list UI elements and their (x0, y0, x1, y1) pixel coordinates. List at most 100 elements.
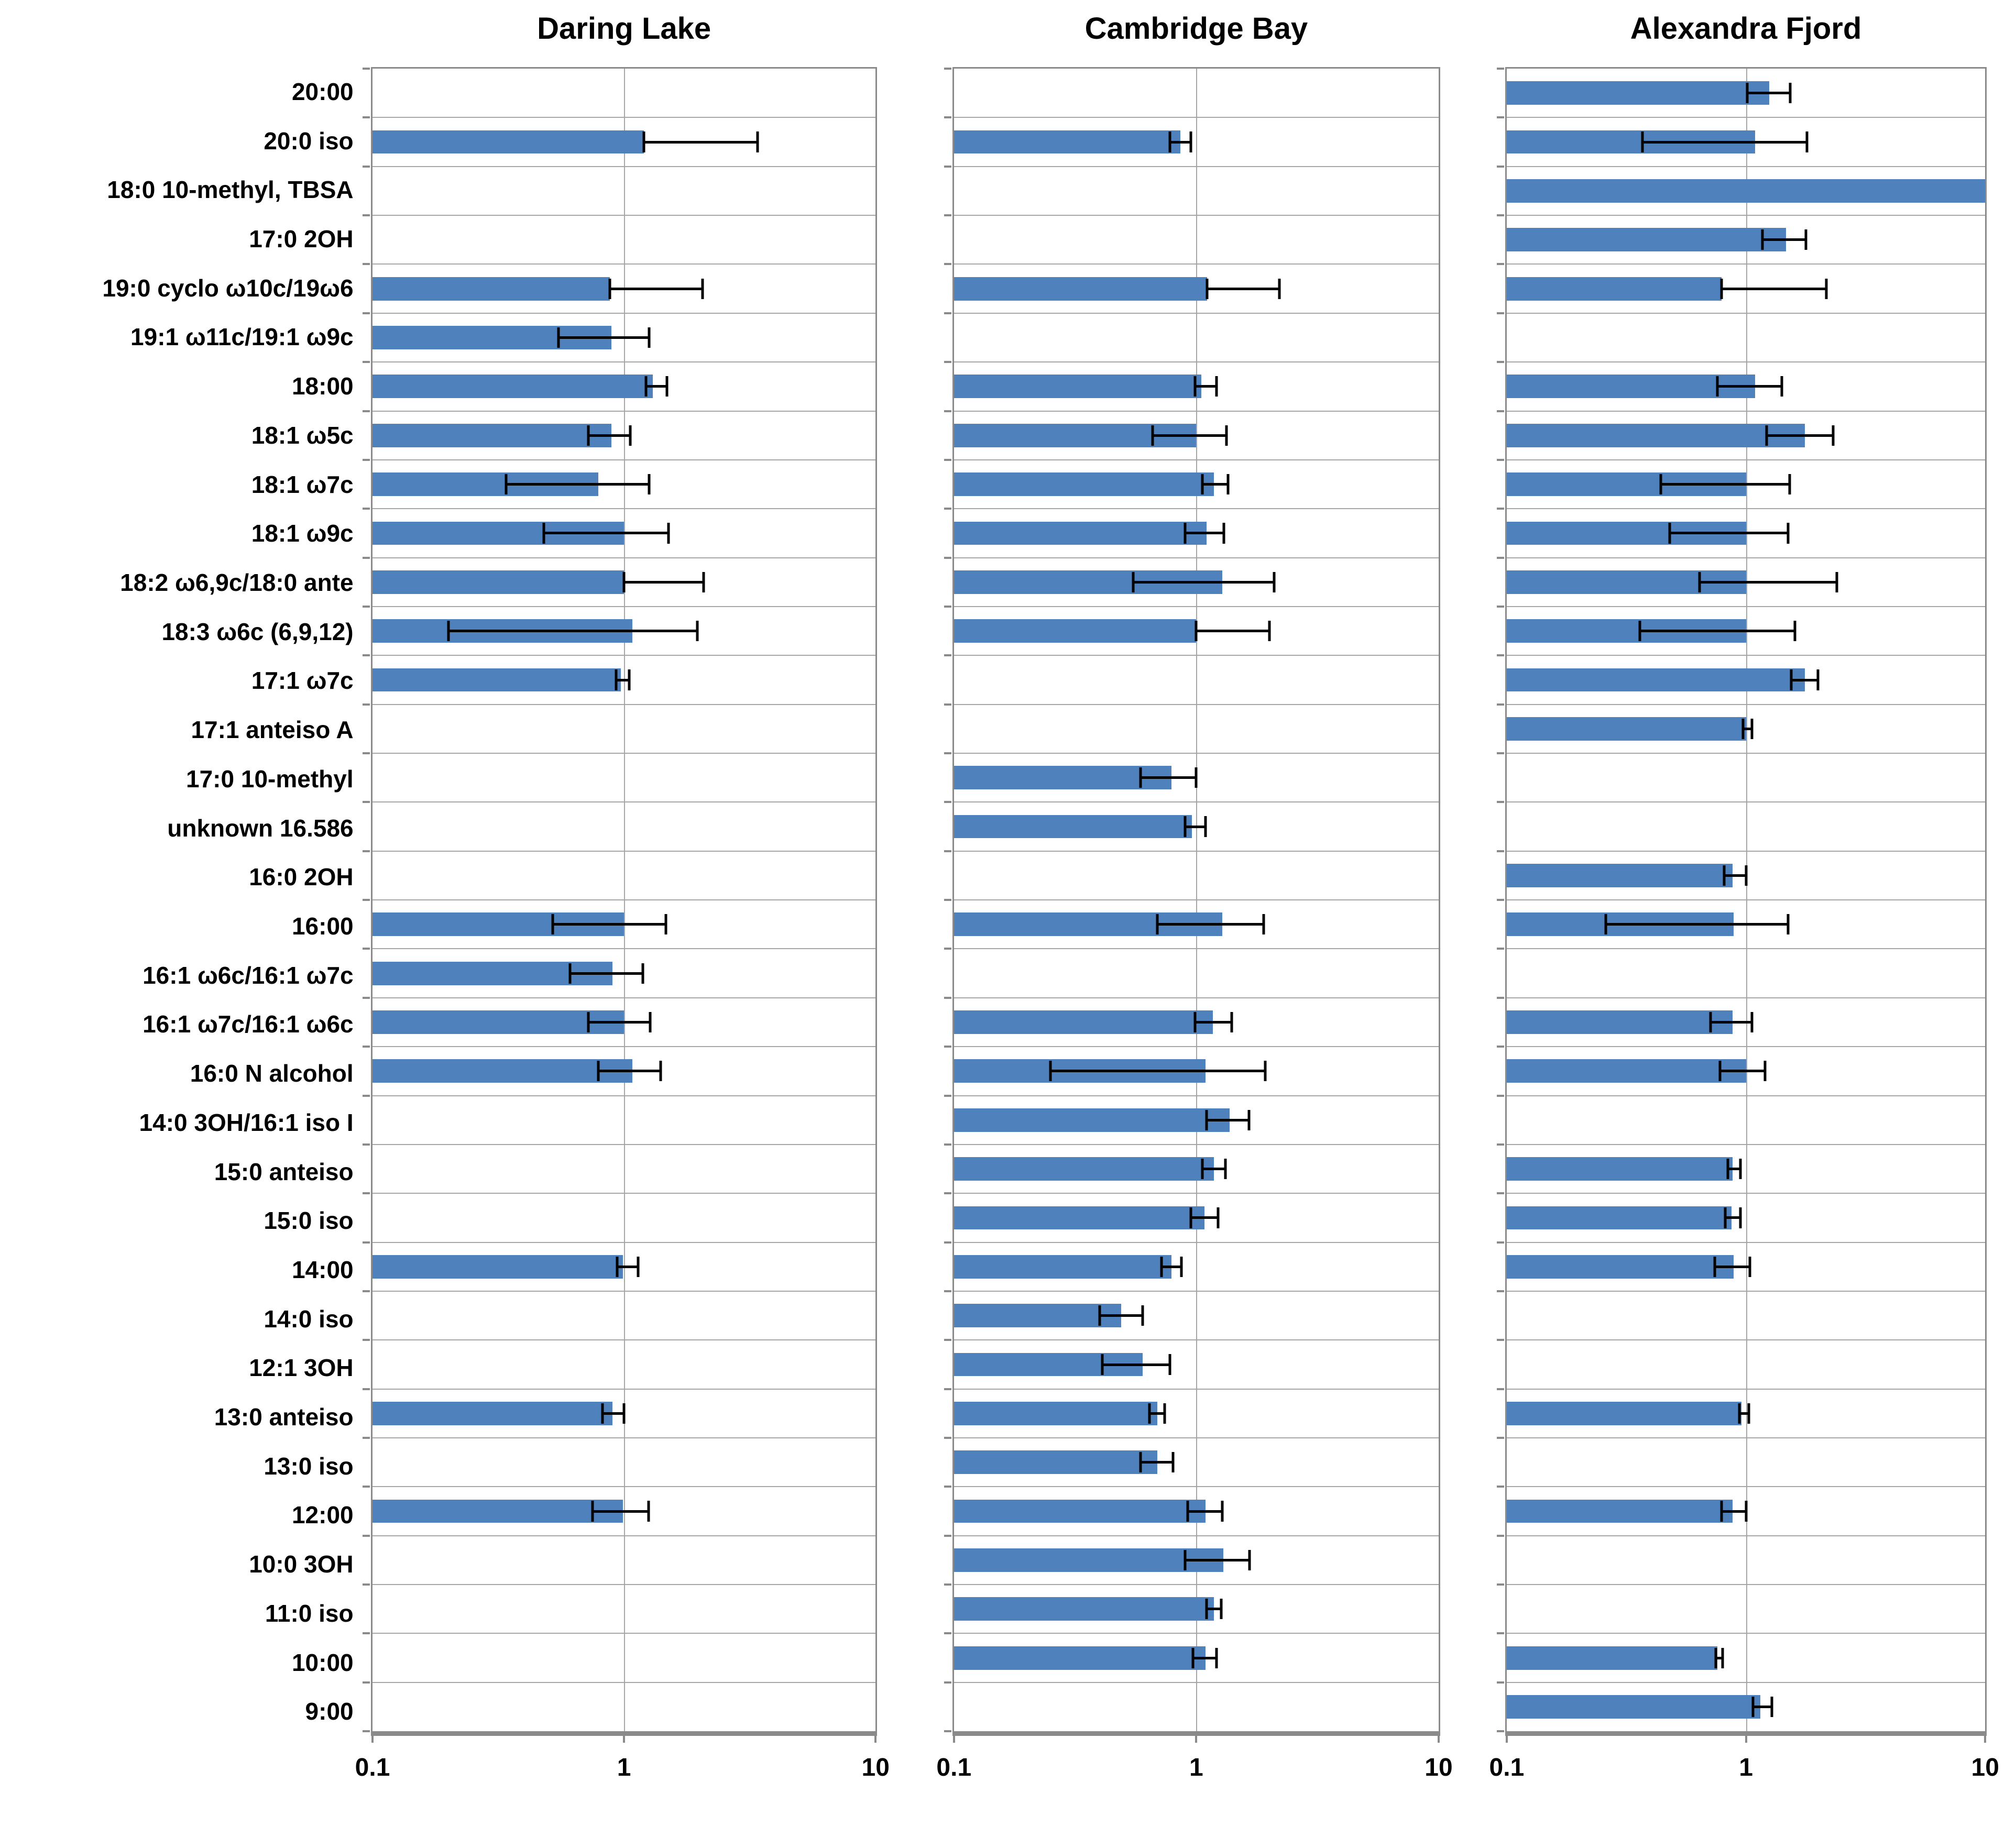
horizontal-gridline (1506, 801, 1986, 803)
bar (1506, 1695, 1761, 1719)
category-label: 16:1 ω6c/16:1 ω7c (143, 961, 354, 989)
category-tick (363, 850, 370, 852)
horizontal-gridline (372, 459, 876, 460)
category-tick (1496, 948, 1504, 950)
error-bar-cap (1230, 1011, 1233, 1033)
error-bar-line (1149, 1412, 1165, 1415)
horizontal-gridline (1506, 1095, 1986, 1096)
category-tick (363, 1730, 370, 1733)
error-bar-cap (1745, 1501, 1748, 1522)
horizontal-gridline (1506, 850, 1986, 852)
error-bar-line (1727, 1168, 1741, 1171)
error-bar-line (1747, 92, 1790, 95)
error-bar-line (1133, 580, 1275, 584)
error-bar-line (645, 385, 667, 388)
category-tick (1496, 410, 1504, 412)
category-label: 18:3 ω6c (6,9,12) (161, 618, 354, 645)
category-tick (363, 1583, 370, 1586)
error-bar-line (448, 630, 698, 633)
error-bar-line (1720, 1070, 1765, 1073)
error-bar-cap (591, 1501, 594, 1522)
horizontal-gridline (954, 801, 1439, 803)
category-tick (944, 1192, 951, 1195)
error-bar-cap (1780, 376, 1783, 397)
category-tick (363, 165, 370, 168)
category-tick (363, 1046, 370, 1048)
error-bar-cap (1724, 1207, 1727, 1228)
bar (954, 1597, 1214, 1621)
error-bar-cap (1160, 1256, 1163, 1277)
bar (372, 1255, 623, 1279)
horizontal-gridline (954, 997, 1439, 998)
error-bar-cap (1220, 1599, 1223, 1620)
error-bar-line (1202, 1168, 1226, 1171)
error-bar-line (1791, 678, 1818, 681)
error-bar-line (1162, 1265, 1182, 1268)
category-label: 18:2 ω6,9c/18:0 ante (120, 569, 354, 596)
category-label: 15:0 iso (264, 1207, 354, 1235)
bar (1506, 81, 1769, 105)
category-tick (944, 1290, 951, 1292)
category-tick (1496, 1534, 1504, 1537)
error-bar-cap (622, 571, 626, 592)
error-bar-line (602, 1412, 624, 1415)
error-bar-cap (1816, 669, 1820, 690)
error-bar-cap (615, 669, 618, 690)
error-bar-cap (1713, 1256, 1716, 1277)
category-tick (1496, 1583, 1504, 1586)
category-tick (363, 410, 370, 412)
error-bar-line (1102, 1363, 1170, 1366)
error-bar-cap (1726, 1158, 1729, 1180)
error-bar-cap (557, 327, 560, 348)
category-tick (363, 1388, 370, 1390)
chart-panel-daring-lake: 0.1 1 10 (355, 67, 890, 1781)
error-bar-cap (1750, 1011, 1754, 1033)
bar (1506, 668, 1805, 692)
bar (954, 1010, 1213, 1034)
horizontal-gridline (372, 1633, 876, 1634)
x-axis-tick-label: 10 (1425, 1754, 1453, 1782)
category-tick (363, 801, 370, 804)
horizontal-gridline (954, 410, 1439, 412)
x-axis-tick-label: 1 (1189, 1754, 1203, 1782)
error-bar-cap (1168, 131, 1171, 152)
category-tick (944, 1437, 951, 1439)
bar (1506, 1401, 1742, 1425)
x-axis-tick (1195, 1731, 1198, 1743)
category-tick (944, 654, 951, 657)
bar (372, 375, 653, 399)
error-bar-cap (1273, 571, 1276, 592)
error-bar-cap (1747, 1403, 1750, 1424)
category-tick (363, 1486, 370, 1488)
error-bar-cap (637, 1256, 640, 1277)
error-bar-cap (1709, 1011, 1712, 1033)
category-tick (944, 996, 951, 999)
category-label: 15:0 anteiso (214, 1158, 354, 1185)
x-axis-tick (1984, 1731, 1987, 1743)
error-bar-cap (447, 621, 450, 642)
bar (954, 1401, 1157, 1425)
horizontal-gridline (1506, 997, 1986, 998)
error-bar-line (1743, 727, 1752, 730)
horizontal-gridline (372, 166, 876, 167)
horizontal-gridline (372, 215, 876, 216)
bar (1506, 277, 1722, 301)
category-tick (944, 68, 951, 70)
horizontal-gridline (1506, 1143, 1986, 1145)
category-tick (1496, 1094, 1504, 1097)
error-bar-cap (1201, 474, 1204, 495)
error-bar-cap (542, 523, 545, 544)
error-bar-cap (1171, 1452, 1175, 1473)
horizontal-gridline (954, 899, 1439, 901)
horizontal-gridline (372, 655, 876, 656)
error-bar-line (1606, 923, 1788, 926)
x-axis-tick-label: 0.1 (1489, 1754, 1525, 1782)
error-bar-cap (1668, 523, 1671, 544)
error-bar-cap (505, 474, 508, 495)
category-tick (944, 1241, 951, 1244)
error-bar-cap (1698, 571, 1701, 592)
category-label: 12:1 3OH (249, 1354, 354, 1382)
bar (1506, 864, 1733, 887)
error-bar-line (1185, 1558, 1250, 1561)
x-axis-tick (1437, 1731, 1440, 1743)
